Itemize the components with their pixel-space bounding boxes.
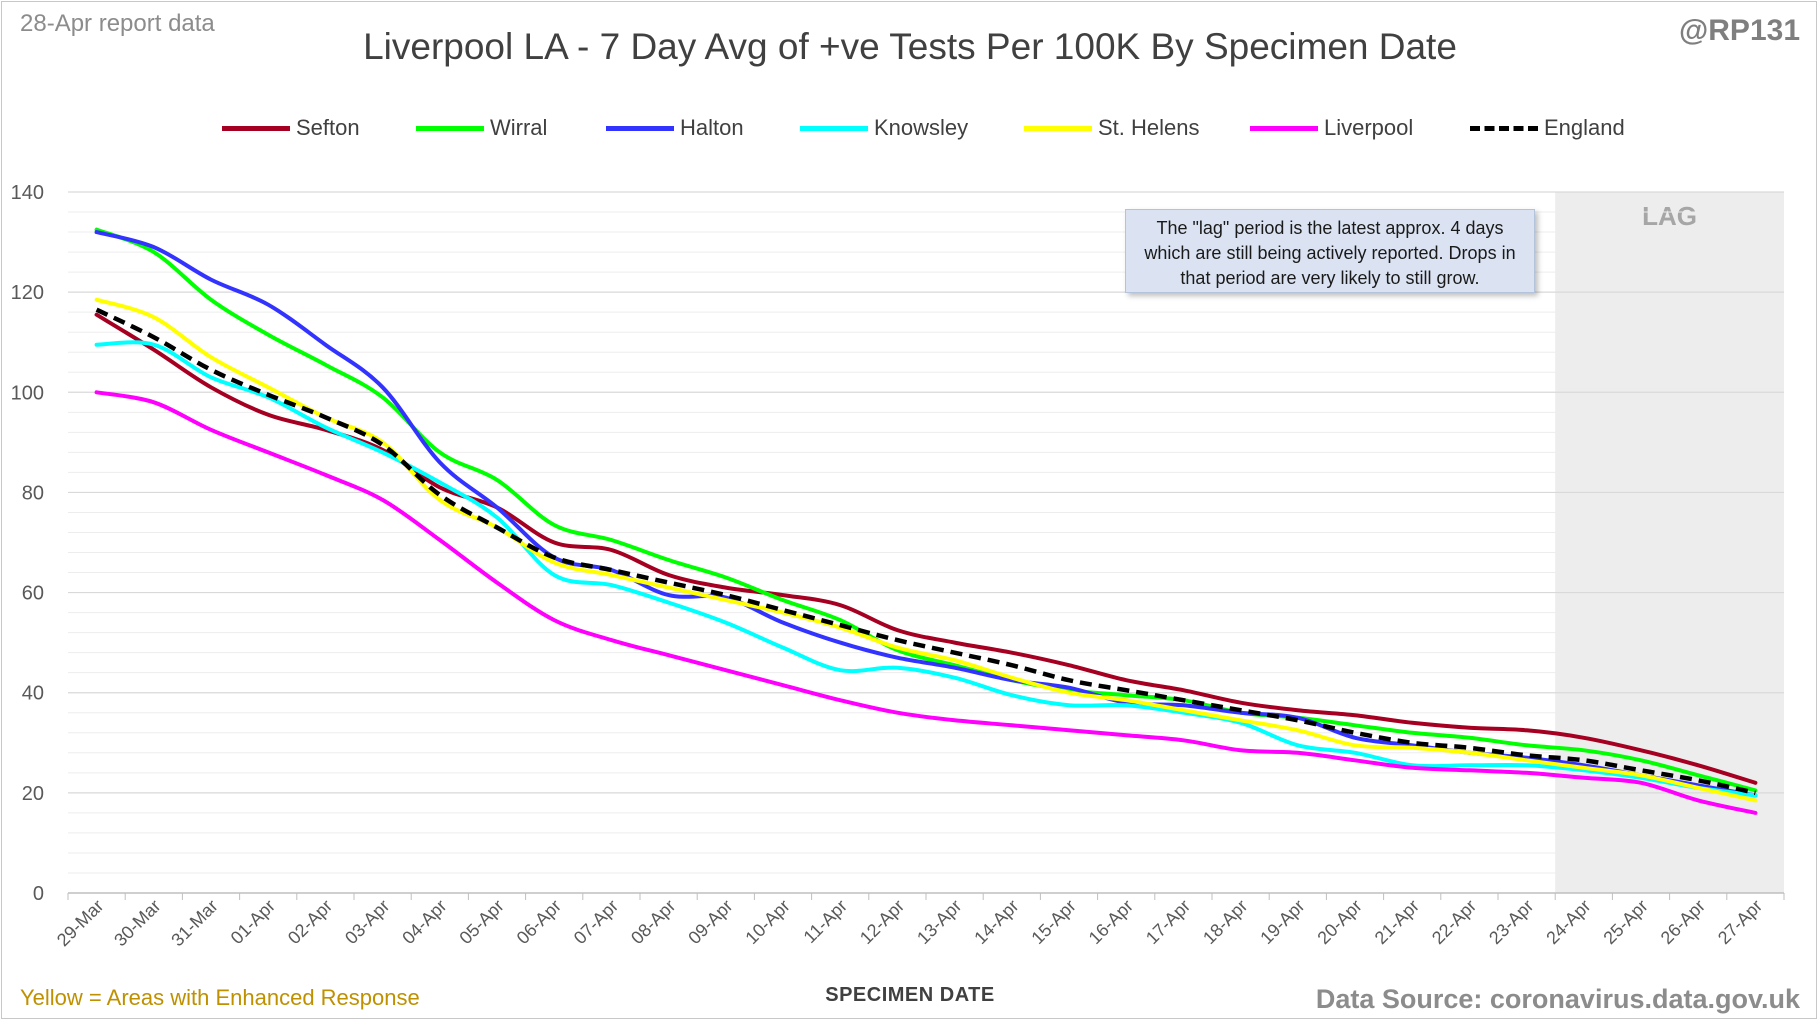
x-tick-label: 26-Apr <box>1657 896 1709 948</box>
y-tick-label: 140 <box>11 182 44 204</box>
legend-swatch-liverpool <box>1250 125 1318 131</box>
x-tick-label: 23-Apr <box>1485 896 1537 948</box>
y-tick-label: 60 <box>22 583 44 605</box>
legend-label-sefton: Sefton <box>296 115 360 140</box>
x-tick-label: 13-Apr <box>913 896 965 948</box>
y-tick-label: 0 <box>33 883 44 905</box>
legend-label-england: England <box>1544 115 1625 140</box>
y-tick-label: 40 <box>22 683 44 705</box>
y-tick-label: 80 <box>22 482 44 504</box>
legend-swatch-england <box>1470 125 1538 131</box>
x-tick-label: 22-Apr <box>1428 896 1480 948</box>
legend: Sefton Wirral Halton Knowsley St. Helens… <box>0 112 1820 144</box>
x-tick-label: 16-Apr <box>1085 896 1137 948</box>
x-tick-label: 06-Apr <box>513 896 565 948</box>
x-tick-label: 01-Apr <box>227 896 279 948</box>
series-line-knowsley <box>94 340 1758 798</box>
x-tick-label: 21-Apr <box>1371 896 1423 948</box>
x-tick-label: 18-Apr <box>1199 896 1251 948</box>
legend-label-st-helens: St. Helens <box>1098 115 1200 140</box>
legend-item-knowsley: Knowsley <box>800 112 968 144</box>
x-tick-label: 07-Apr <box>570 896 622 948</box>
author-handle: @RP131 <box>1679 14 1800 47</box>
series-line-halton <box>94 230 1758 798</box>
x-tick-label: 15-Apr <box>1027 896 1079 948</box>
legend-swatch-halton <box>606 125 674 131</box>
x-tick-label: 02-Apr <box>284 896 336 948</box>
x-tick-label: 05-Apr <box>455 896 507 948</box>
legend-label-liverpool: Liverpool <box>1324 115 1414 140</box>
y-tick-label: 100 <box>11 382 44 404</box>
x-tick-label: 17-Apr <box>1142 896 1194 948</box>
y-tick-label: 20 <box>22 783 44 805</box>
x-tick-label: 27-Apr <box>1714 896 1766 948</box>
legend-label-halton: Halton <box>680 115 744 140</box>
legend-item-england: England <box>1470 112 1625 144</box>
x-tick-label: 30-Mar <box>110 896 164 950</box>
enhanced-response-note: Yellow = Areas with Enhanced Response <box>20 985 420 1010</box>
chart-title: Liverpool LA - 7 Day Avg of +ve Tests Pe… <box>363 26 1457 67</box>
x-tick-label: 04-Apr <box>398 896 450 948</box>
legend-item-st-helens: St. Helens <box>1024 112 1200 144</box>
legend-item-sefton: Sefton <box>222 112 360 144</box>
x-tick-label: 29-Mar <box>53 896 107 950</box>
x-tick-label: 12-Apr <box>856 896 908 948</box>
legend-swatch-sefton <box>222 125 290 131</box>
x-tick-label: 08-Apr <box>627 896 679 948</box>
legend-label-knowsley: Knowsley <box>874 115 969 140</box>
series-line-england <box>95 307 1756 796</box>
lag-annotation-box: The "lag" period is the latest approx. 4… <box>1125 209 1535 293</box>
legend-swatch-wirral <box>416 125 484 131</box>
data-source: Data Source: coronavirus.data.gov.uk <box>1315 984 1800 1014</box>
legend-swatch-knowsley <box>800 125 868 131</box>
legend-item-liverpool: Liverpool <box>1250 112 1413 144</box>
x-tick-label: 09-Apr <box>684 896 736 948</box>
legend-label-wirral: Wirral <box>490 115 548 140</box>
x-tick-label: 10-Apr <box>741 896 793 948</box>
series-line-sefton <box>94 312 1758 785</box>
legend-item-halton: Halton <box>606 112 744 144</box>
legend-item-wirral: Wirral <box>416 112 547 144</box>
x-tick-label: 24-Apr <box>1542 896 1594 948</box>
series-line-liverpool <box>94 390 1758 815</box>
x-tick-label: 11-Apr <box>800 896 851 947</box>
x-tick-label: 03-Apr <box>341 896 393 948</box>
y-tick-label: 120 <box>11 282 44 304</box>
x-tick-label: 20-Apr <box>1313 896 1365 948</box>
x-axis-title: SPECIMEN DATE <box>825 984 995 1006</box>
legend-swatch-st-helens <box>1024 125 1092 131</box>
lag-label: LAG <box>1642 201 1697 231</box>
series-line-wirral <box>94 227 1758 793</box>
x-tick-label: 25-Apr <box>1599 896 1651 948</box>
x-tick-label: 19-Apr <box>1256 896 1308 948</box>
report-date: 28-Apr report data <box>20 10 215 37</box>
x-tick-label: 14-Apr <box>970 896 1022 948</box>
x-tick-label: 31-Mar <box>167 896 221 950</box>
